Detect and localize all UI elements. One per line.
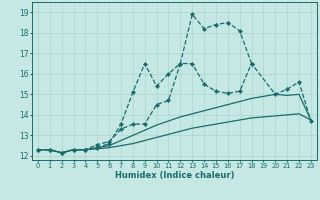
X-axis label: Humidex (Indice chaleur): Humidex (Indice chaleur) [115, 171, 234, 180]
